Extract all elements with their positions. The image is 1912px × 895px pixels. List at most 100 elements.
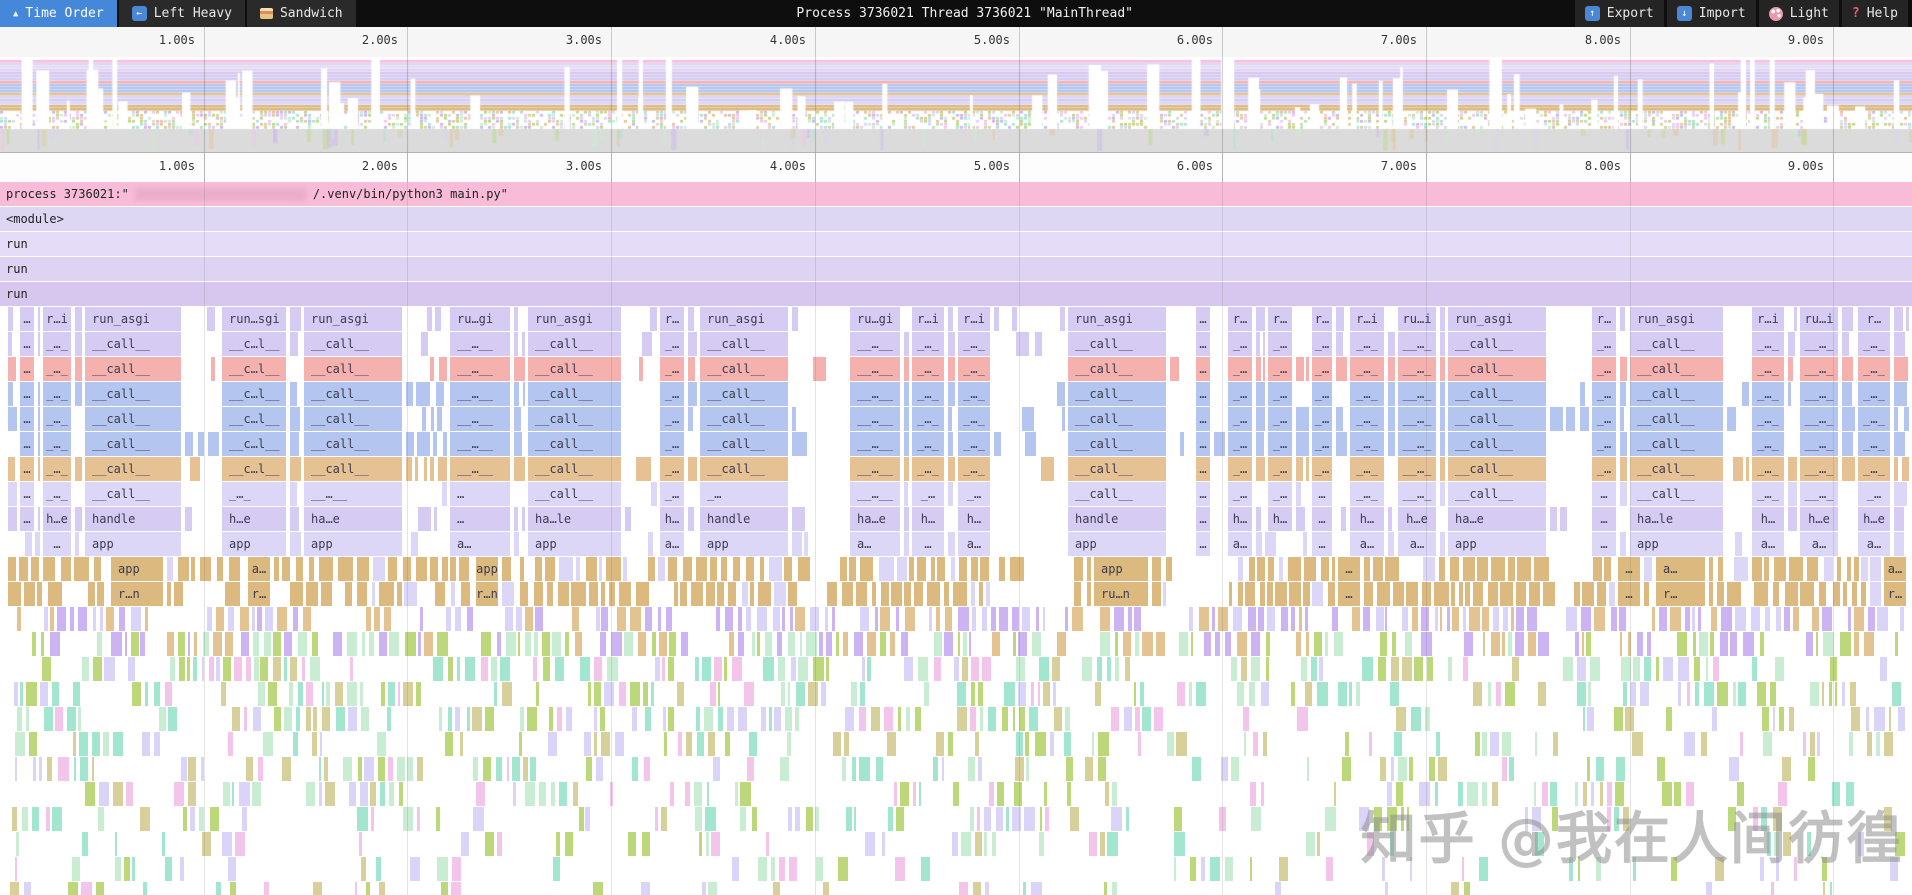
flame-fragment[interactable]: [924, 682, 929, 706]
flame-fragment[interactable]: [1730, 632, 1737, 656]
flame-fragment[interactable]: [78, 707, 81, 731]
flame-frame-call[interactable]: _…_: [1858, 357, 1890, 381]
flame-fragment[interactable]: [8, 382, 13, 406]
flame-fragment[interactable]: [1260, 582, 1265, 606]
flame-fragment[interactable]: [360, 782, 368, 806]
flame-fragment[interactable]: [222, 832, 232, 856]
flame-fragment[interactable]: [929, 607, 932, 631]
flame-frame-call[interactable]: __call__: [1068, 407, 1166, 431]
flame-fragment[interactable]: [724, 657, 727, 681]
flame-fragment[interactable]: [52, 682, 59, 706]
flame-frame-call[interactable]: …: [1196, 432, 1210, 456]
flame-frame-call[interactable]: _…: [1858, 482, 1890, 506]
flame-fragment[interactable]: [1894, 507, 1904, 531]
flame-fragment[interactable]: [936, 607, 940, 631]
flame-fragment[interactable]: [313, 882, 322, 895]
flame-frame-call[interactable]: _…: [1268, 432, 1292, 456]
flame-frame-handle[interactable]: h…e: [43, 507, 71, 531]
flame-fragment[interactable]: [992, 632, 1000, 656]
flame-fragment[interactable]: [1582, 582, 1594, 606]
flame-fragment[interactable]: [132, 682, 141, 706]
flame-fragment[interactable]: [1253, 732, 1258, 756]
flame-fragment[interactable]: [1550, 407, 1563, 431]
flame-fragment[interactable]: [985, 882, 989, 895]
flame-fragment[interactable]: [75, 457, 82, 481]
flame-fragment[interactable]: [525, 607, 533, 631]
flame-fragment[interactable]: [1440, 332, 1445, 356]
flame-frame-app[interactable]: a…: [850, 532, 900, 556]
flame-fragment[interactable]: [688, 507, 694, 531]
flame-fragment[interactable]: [1752, 557, 1762, 581]
flame-frame-handle[interactable]: ha…e: [304, 507, 402, 531]
flame-fragment[interactable]: [738, 707, 747, 731]
flame-fragment[interactable]: [849, 557, 856, 581]
flame-frame-call[interactable]: _…_: [43, 457, 71, 481]
flame-fragment[interactable]: [322, 682, 324, 706]
flame-fragment[interactable]: [948, 432, 953, 456]
flame-fragment[interactable]: [1156, 632, 1165, 656]
flame-fragment[interactable]: [813, 357, 826, 381]
flame-fragment[interactable]: [1341, 507, 1346, 531]
flame-frame-call[interactable]: …: [1196, 457, 1210, 481]
flame-fragment[interactable]: [971, 682, 975, 706]
flame-fragment[interactable]: [1906, 307, 1909, 331]
flame-fragment[interactable]: [355, 882, 357, 895]
flame-fragment[interactable]: [601, 582, 605, 606]
flame-frame-app[interactable]: app: [700, 532, 788, 556]
flame-frame-call[interactable]: _…_: [958, 357, 990, 381]
flame-fragment[interactable]: [379, 582, 394, 606]
flame-frame-call[interactable]: _…: [1268, 482, 1292, 506]
flame-fragment[interactable]: [200, 557, 211, 581]
flame-fragment[interactable]: [1773, 582, 1779, 606]
flame-fragment[interactable]: [1620, 432, 1627, 456]
flame-fragment[interactable]: [335, 682, 343, 706]
flame-fragment[interactable]: [1807, 832, 1811, 856]
flame-fragment[interactable]: [959, 557, 967, 581]
flame-fragment[interactable]: [1191, 632, 1193, 656]
flame-frame-handle[interactable]: …: [1592, 507, 1616, 531]
flame-frame-call[interactable]: __…__: [450, 457, 510, 481]
flame-fragment[interactable]: [1848, 607, 1851, 631]
flame-fragment[interactable]: [1469, 607, 1480, 631]
flame-fragment[interactable]: [552, 632, 561, 656]
flame-fragment[interactable]: [1297, 707, 1308, 731]
flame-fragment[interactable]: [1762, 707, 1769, 731]
flame-fragment[interactable]: [1569, 857, 1573, 881]
flame-fragment[interactable]: [1607, 807, 1611, 831]
flame-fragment[interactable]: [1823, 632, 1834, 656]
flame-fragment[interactable]: [75, 332, 82, 356]
flame-fragment[interactable]: [1321, 557, 1329, 581]
flame-fragment[interactable]: [1394, 732, 1402, 756]
flame-fragment[interactable]: [306, 707, 311, 731]
flame-fragment[interactable]: [1167, 732, 1174, 756]
flame-fragment[interactable]: [1854, 557, 1859, 581]
flame-fragment[interactable]: [1695, 682, 1699, 706]
flame-fragment[interactable]: [1010, 557, 1024, 581]
flame-fragment[interactable]: [1895, 832, 1905, 856]
flame-fragment[interactable]: [42, 657, 51, 681]
flame-fragment[interactable]: [999, 557, 1005, 581]
flame-fragment[interactable]: [882, 832, 885, 856]
flame-fragment[interactable]: [264, 632, 271, 656]
flame-fragment[interactable]: [244, 707, 247, 731]
flame-fragment[interactable]: [1620, 357, 1627, 381]
flame-fragment[interactable]: [711, 832, 720, 856]
flame-fragment[interactable]: [115, 832, 117, 856]
flame-fragment[interactable]: [606, 557, 621, 581]
flame-fragment[interactable]: [57, 607, 66, 631]
flame-fragment[interactable]: [735, 782, 738, 806]
flame-fragment[interactable]: [934, 657, 941, 681]
flame-fragment[interactable]: [1125, 657, 1130, 681]
flame-fragment[interactable]: [520, 557, 524, 581]
flame-fragment[interactable]: [1245, 582, 1255, 606]
flame-frame-app[interactable]: a…: [1800, 532, 1838, 556]
flame-fragment[interactable]: [75, 532, 79, 556]
flame-fragment[interactable]: [782, 607, 785, 631]
flame-fragment[interactable]: [979, 582, 983, 606]
flame-fragment[interactable]: [376, 857, 381, 881]
flame-fragment[interactable]: [410, 857, 420, 881]
flame-fragment[interactable]: [240, 607, 249, 631]
flame-fragment[interactable]: [1225, 857, 1233, 881]
flame-frame-runasgi[interactable]: ru…gi: [450, 307, 510, 331]
flame-fragment[interactable]: [417, 807, 420, 831]
